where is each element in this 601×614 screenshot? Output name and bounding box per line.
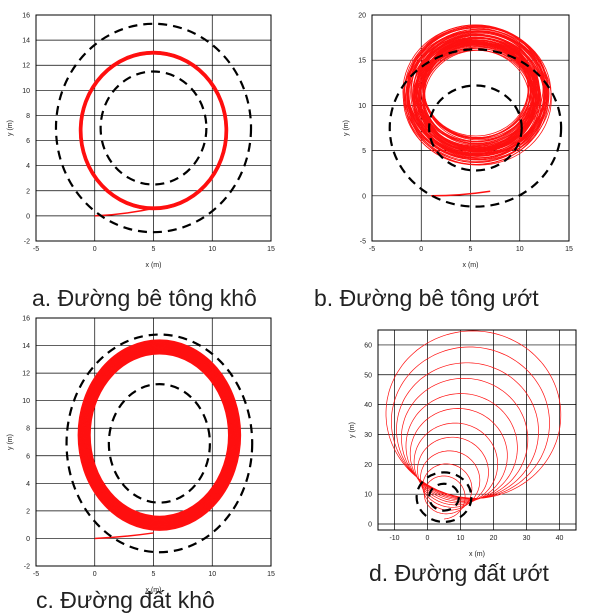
x-axis-label: x (m) [146, 262, 162, 269]
boundary-outer [54, 22, 253, 234]
trajectory-spiral [385, 330, 562, 520]
y-tick-label: 20 [358, 13, 366, 20]
y-tick-label: 10 [364, 492, 372, 499]
y-tick-label: 8 [26, 113, 30, 120]
y-tick-label: -2 [24, 239, 30, 246]
boundary-inner [99, 70, 208, 186]
plot-frame [35, 14, 272, 242]
y-tick-label: 8 [26, 426, 30, 433]
boundary-inner [428, 84, 523, 172]
y-tick-label: 5 [362, 148, 366, 155]
x-tick-label: 15 [267, 246, 275, 253]
y-axis-label: y (m) [343, 120, 350, 136]
y-axis-label: y (m) [7, 434, 14, 450]
y-tick-label: 10 [358, 103, 366, 110]
y-tick-label: 0 [26, 536, 30, 543]
trajectory-loop [89, 353, 230, 518]
x-tick-label: 30 [523, 535, 531, 542]
trajectory-loop [407, 25, 548, 154]
x-tick-label: 5 [152, 246, 156, 253]
x-tick-label: 0 [93, 246, 97, 253]
y-tick-label: 14 [22, 343, 30, 350]
x-tick-label: 10 [457, 535, 465, 542]
y-tick-label: 16 [22, 316, 30, 323]
trajectory-loop [78, 50, 229, 211]
y-tick-label: 12 [22, 63, 30, 70]
trajectory-loop [411, 28, 546, 153]
trajectory-entry [431, 190, 491, 197]
y-tick-label: 15 [358, 58, 366, 65]
caption-b: b. Đường bê tông ướt [314, 285, 539, 311]
x-tick-label: -5 [33, 246, 39, 253]
x-tick-label: 0 [419, 246, 423, 253]
x-tick-label: 0 [93, 571, 97, 578]
chart-1: -5 0 5 10 15 -5 0 5 10 15 20 x (m) y (m) [343, 13, 573, 270]
trajectory-loop [417, 34, 535, 143]
chart-2: -5 0 5 10 15 -2 0 2 4 6 8 10 12 14 16 x (m) y (m) [7, 316, 275, 595]
chart-3: -10 0 10 20 30 40 0 10 20 30 40 50 60 x (m) y (m) [349, 329, 577, 558]
x-tick-label: 10 [208, 571, 216, 578]
y-tick-label: -2 [24, 564, 30, 571]
chart-0: -5 0 5 10 15 -2 0 2 4 6 8 10 12 14 16 x (m) y (m) [7, 13, 275, 270]
x-axis-label: x (m) [146, 587, 162, 594]
trajectory-loop [416, 31, 539, 144]
y-tick-label: 10 [22, 88, 30, 95]
x-tick-label: -5 [33, 571, 39, 578]
y-tick-label: 6 [26, 453, 30, 460]
y-tick-label: 14 [22, 38, 30, 45]
x-tick-label: 40 [556, 535, 564, 542]
caption-d: d. Đường đất ướt [369, 560, 549, 586]
y-tick-label: 50 [364, 372, 372, 379]
y-axis-label: y (m) [349, 422, 356, 438]
x-tick-label: 5 [152, 571, 156, 578]
boundary-inner [107, 383, 212, 504]
trajectory-loop [77, 339, 242, 531]
y-tick-label: -5 [360, 239, 366, 246]
y-tick-label: 2 [26, 188, 30, 195]
y-tick-label: 10 [22, 398, 30, 405]
x-axis-label: x (m) [469, 551, 485, 558]
y-tick-label: 0 [26, 213, 30, 220]
x-tick-label: 15 [565, 246, 573, 253]
x-tick-label: 20 [490, 535, 498, 542]
caption-c: c. Đường đất khô [36, 587, 215, 613]
trajectory-loop [422, 37, 532, 139]
x-tick-label: 10 [208, 246, 216, 253]
x-tick-label: -10 [389, 535, 399, 542]
y-tick-label: 60 [364, 342, 372, 349]
y-tick-label: 40 [364, 402, 372, 409]
trajectory-entry [94, 532, 154, 540]
y-tick-label: 0 [368, 522, 372, 529]
boundary-outer [65, 333, 254, 554]
y-axis-label: y (m) [7, 120, 14, 136]
x-tick-label: -5 [369, 246, 375, 253]
x-tick-label: 0 [426, 535, 430, 542]
boundary-inner [428, 482, 460, 512]
y-tick-label: 12 [22, 371, 30, 378]
y-tick-label: 20 [364, 462, 372, 469]
y-tick-label: 2 [26, 508, 30, 515]
plot-frame [35, 317, 272, 567]
y-tick-label: 4 [26, 163, 30, 170]
y-tick-label: 0 [362, 193, 366, 200]
x-tick-label: 5 [469, 246, 473, 253]
plot-frame [377, 329, 577, 531]
y-tick-label: 4 [26, 481, 30, 488]
trajectory-loop [406, 25, 546, 155]
caption-a: a. Đường bê tông khô [32, 285, 257, 311]
x-axis-label: x (m) [463, 262, 479, 269]
y-tick-label: 30 [364, 432, 372, 439]
plot-frame [371, 14, 570, 242]
trajectory-loop [407, 24, 544, 150]
y-tick-label: 16 [22, 13, 30, 20]
x-tick-label: 15 [267, 571, 275, 578]
y-tick-label: 6 [26, 138, 30, 145]
boundary-outer [388, 48, 563, 208]
boundary-outer [415, 471, 473, 524]
x-tick-label: 10 [516, 246, 524, 253]
